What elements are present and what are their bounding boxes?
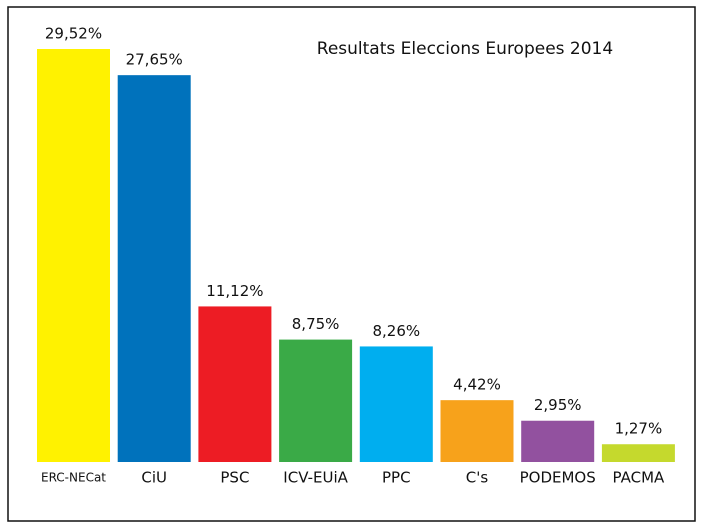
category-label: PSC (220, 469, 249, 487)
category-label: CiU (141, 469, 167, 487)
category-label: PODEMOS (520, 469, 596, 487)
category-label: PPC (382, 469, 411, 487)
bar (279, 339, 353, 462)
category-label: PACMA (613, 469, 665, 487)
bar (601, 444, 675, 462)
bar (440, 400, 514, 462)
bar (521, 420, 595, 462)
category-label: ICV-EUiA (283, 469, 348, 487)
bar (198, 306, 272, 462)
value-label: 1,27% (615, 420, 663, 438)
value-label: 8,75% (292, 315, 340, 333)
bar (117, 75, 191, 462)
category-label: ERC-NECat (41, 471, 106, 485)
value-label: 29,52% (45, 25, 102, 43)
value-label: 2,95% (534, 396, 582, 414)
bar (359, 346, 433, 462)
category-label: C's (466, 469, 489, 487)
bar (37, 49, 110, 462)
value-label: 11,12% (206, 282, 263, 300)
value-label: 27,65% (126, 51, 183, 69)
value-label: 8,26% (372, 322, 420, 340)
value-label: 4,42% (453, 376, 501, 394)
chart-title: Resultats Eleccions Europees 2014 (317, 39, 613, 59)
